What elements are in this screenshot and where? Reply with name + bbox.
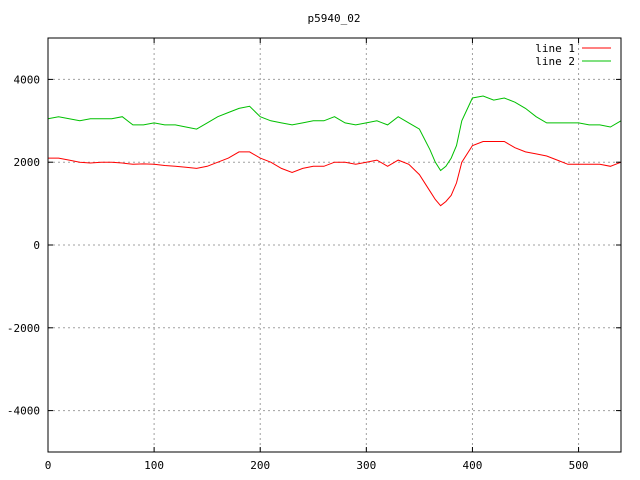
y-tick-label: 0 bbox=[33, 239, 40, 252]
x-tick-label: 200 bbox=[250, 459, 270, 472]
legend-label: line 1 bbox=[535, 42, 575, 55]
y-tick-label: 4000 bbox=[14, 73, 41, 86]
x-tick-label: 300 bbox=[356, 459, 376, 472]
series-layer bbox=[47, 95, 622, 207]
x-tick-label: 400 bbox=[463, 459, 483, 472]
axis-ticks: 0 100 200 300 400 500 -4000 -2000 0 2000 4000 bbox=[7, 38, 621, 472]
y-tick-label: -4000 bbox=[7, 405, 40, 418]
y-tick-label: -2000 bbox=[7, 322, 40, 335]
series-line-2 bbox=[47, 95, 622, 172]
x-tick-label: 0 bbox=[45, 459, 52, 472]
grid-lines bbox=[48, 38, 621, 452]
legend-label: line 2 bbox=[535, 55, 575, 68]
y-tick-label: 2000 bbox=[14, 156, 41, 169]
series-line-1 bbox=[48, 141, 622, 207]
x-tick-label: 100 bbox=[144, 459, 164, 472]
x-tick-label: 500 bbox=[569, 459, 589, 472]
chart-title: p5940_02 bbox=[308, 12, 361, 25]
